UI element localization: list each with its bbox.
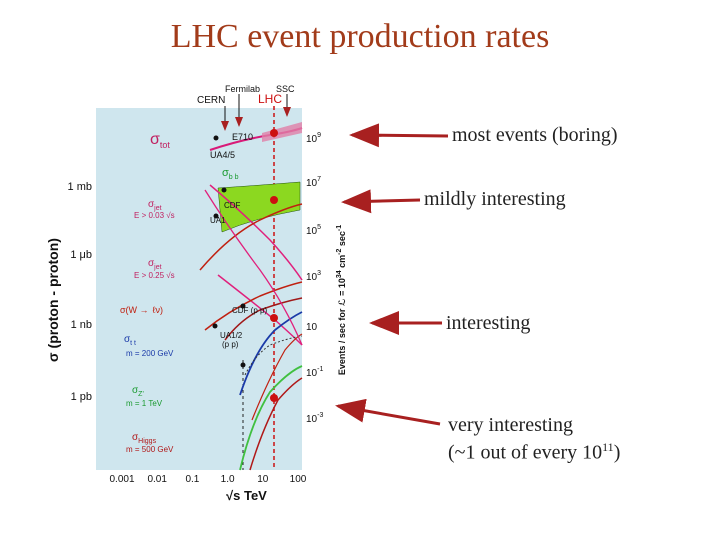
label-sigma-higgs: σHiggs <box>132 432 157 445</box>
label-sigma-tt: σt t <box>124 334 136 347</box>
label-m-top: m = 200 GeV <box>126 349 174 358</box>
sigma-top-curve-2 <box>224 297 303 341</box>
sigma-tot-fill <box>262 122 302 142</box>
label-sigma-zp: σZ' <box>132 385 144 398</box>
bb-band <box>217 181 301 233</box>
label-sigma-tot: σtot <box>150 131 170 150</box>
x-tick-label: 0.1 <box>185 474 199 485</box>
arrow-mild <box>341 189 421 214</box>
label-m-zp: m = 1 TeV <box>126 399 163 408</box>
sigma-ww-crossing <box>204 189 303 346</box>
y-left-tick-label: 1 nb <box>71 319 92 331</box>
collider-label-ssc: SSC <box>276 84 295 94</box>
collider-label-fermilab: Fermilab <box>225 84 260 94</box>
x-tick-label: 1.0 <box>221 474 235 485</box>
annotation-mildly-interesting: mildly interesting <box>424 188 566 210</box>
slide-title: LHC event production rates <box>170 18 550 55</box>
x-tick-label: 10 <box>257 474 269 485</box>
label-ua1: UA1 <box>210 216 226 225</box>
lhc-mark-zprime <box>270 394 278 402</box>
label-et-jet2: E > 0.25 √s <box>134 271 175 280</box>
label-ua12: UA1/2 <box>220 331 243 340</box>
arrow-very <box>335 398 441 426</box>
sigma-wjet-curve <box>199 203 303 271</box>
annotation-very-interesting: very interesting <box>448 414 573 436</box>
data-point <box>213 213 219 219</box>
arrow-boring <box>349 123 449 148</box>
x-tick-label: 100 <box>290 474 307 485</box>
lhc-mark-tot <box>270 129 278 137</box>
y-left-tick-label: 1 pb <box>71 391 92 403</box>
y-right-tick-label: 10 <box>306 322 318 333</box>
data-point <box>240 362 246 368</box>
label-ua12-pp: (p p) <box>222 340 239 349</box>
label-e710: E710 <box>232 132 253 142</box>
y-right-tick-label: 10-3 <box>306 412 323 425</box>
sigma-ww-curve <box>251 333 303 421</box>
y-left-tick-label: 1 mb <box>68 181 92 193</box>
sigma-top-curve <box>239 311 303 396</box>
y-right-tick-label: 109 <box>306 132 321 145</box>
y-left-tick-label: 1 μb <box>70 249 92 261</box>
y-right-tick-label: 10-1 <box>306 366 323 379</box>
label-cdf: CDF <box>224 201 241 210</box>
x-axis-label: √s TeV <box>226 488 267 503</box>
collider-label-cern: CERN <box>197 95 225 106</box>
sigma-wz-curve <box>244 335 303 376</box>
sigma-jet1-curve <box>209 184 303 281</box>
sigma-zprime-curve <box>239 365 303 471</box>
label-sigma-jet1: σjet <box>148 199 162 212</box>
y-axis-left-label: σ (proton - proton) <box>45 238 61 362</box>
lhc-mark-bb <box>270 196 278 204</box>
label-et-jet1: E > 0.03 √s <box>134 211 175 220</box>
y-right-tick-label: 107 <box>306 176 321 189</box>
collider-label-lhc: LHC <box>258 92 282 106</box>
y-right-tick-label: 105 <box>306 224 321 237</box>
y-right-tick-label: 103 <box>306 270 321 283</box>
data-point <box>221 187 227 193</box>
label-sigma-jet2: σjet <box>148 258 162 271</box>
x-tick-label: 0.001 <box>109 474 134 485</box>
label-ua45: UA4/5 <box>210 150 235 160</box>
label-cdf-pp: CDF (p p) <box>232 306 267 315</box>
sigma-w-curve <box>204 281 303 331</box>
data-point <box>240 303 246 309</box>
x-tick-label: 0.01 <box>147 474 167 485</box>
annotation-boring: most events (boring) <box>452 124 618 146</box>
data-point <box>212 323 218 329</box>
annotation-rate-note: (~1 out of every 1011) <box>448 440 621 464</box>
label-sigma-bb: σb b <box>222 167 239 181</box>
plot-panel <box>96 108 302 470</box>
label-m-h: m = 500 GeV <box>126 445 174 454</box>
y-axis-right-label: Events / sec for ℒ = 1034 cm-2 sec-1 <box>336 225 347 375</box>
lhc-mark-top <box>270 314 278 322</box>
annotation-interesting: interesting <box>446 312 531 334</box>
data-point <box>213 135 219 141</box>
sigma-higgs-curve <box>249 377 303 471</box>
label-sigma-w: σ(W → ℓν) <box>120 305 163 315</box>
